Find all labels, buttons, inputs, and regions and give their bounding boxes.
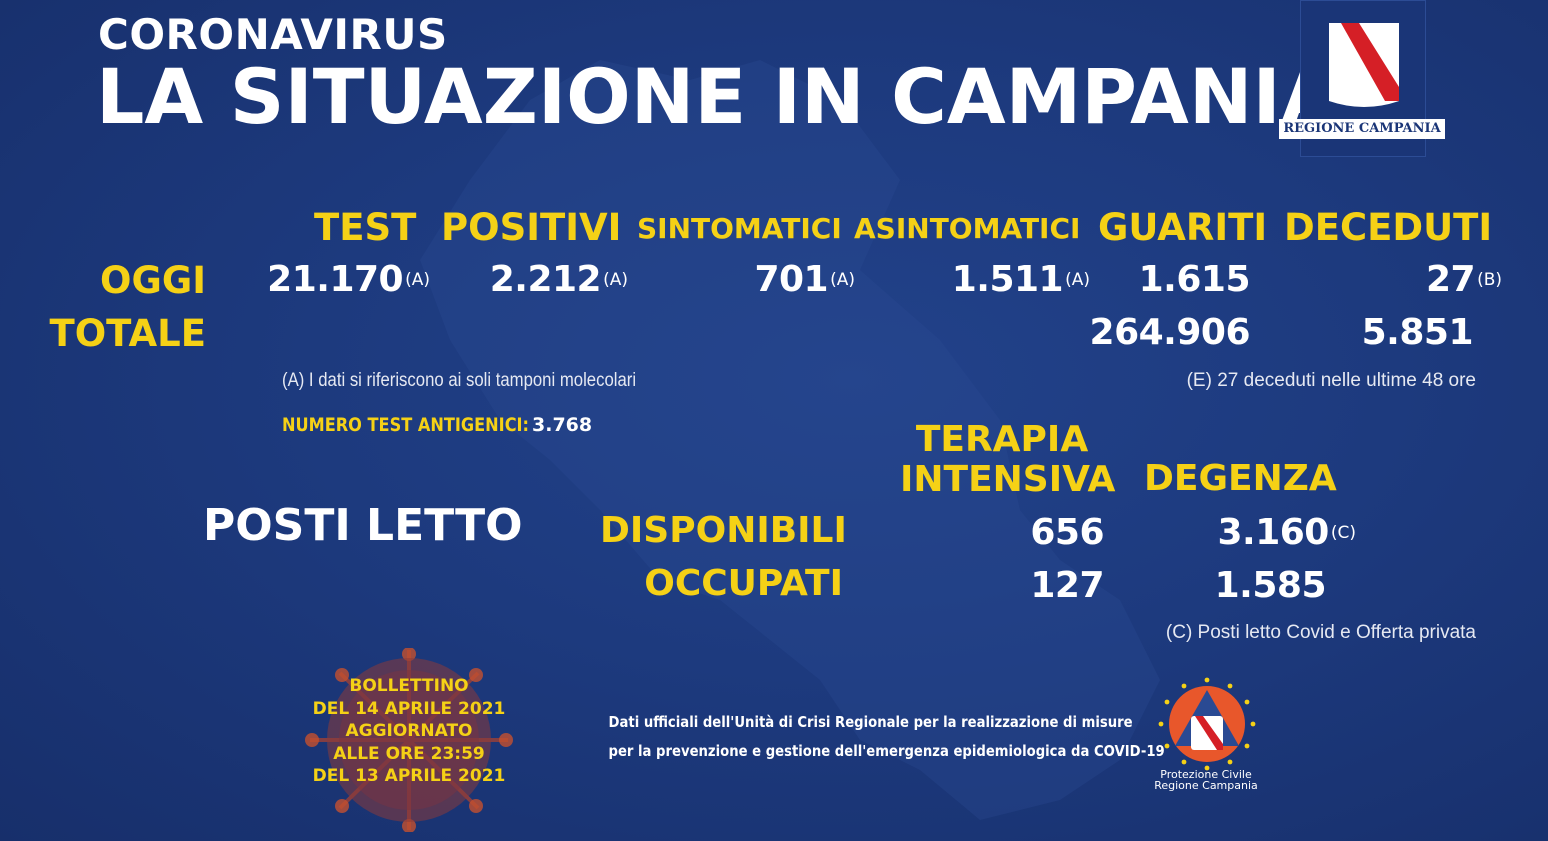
- protezione-civile-line1: Protezione Civile: [1160, 768, 1252, 781]
- ti-occupati-value: 127: [1030, 565, 1104, 606]
- regione-campania-logo: REGIONE CAMPANIA: [1279, 0, 1445, 157]
- bulletin-line4: ALLE ORE 23:59: [333, 743, 485, 764]
- col-header-sintomatici: SINTOMATICI: [637, 212, 842, 245]
- beds-row-disponibili: DISPONIBILI: [600, 510, 847, 551]
- header-kicker: CORONAVIRUS: [98, 10, 448, 59]
- page-title: LA SITUAZIONE IN CAMPANIA: [96, 52, 1340, 141]
- coronavirus-icon: [305, 648, 513, 832]
- oggi-test-note: (A): [405, 269, 430, 290]
- antigen-line: NUMERO TEST ANTIGENICI: 3.768: [282, 414, 592, 436]
- col-header-positivi: POSITIVI: [441, 206, 622, 249]
- beds-col-ti-line1: TERAPIA: [915, 419, 1089, 460]
- protezione-civile-logo-icon: [1158, 677, 1256, 771]
- degenza-disponibili-value: 3.160: [1217, 512, 1329, 553]
- col-header-deceduti: DECEDUTI: [1284, 206, 1493, 249]
- antigen-value: 3.768: [532, 414, 593, 436]
- oggi-sintomatici-note: (A): [830, 269, 855, 290]
- bulletin-text: BOLLETTINO DEL 14 APRILE 2021 AGGIORNATO…: [300, 675, 518, 788]
- oggi-sintomatici-value: 701: [754, 259, 829, 300]
- oggi-asintomatici-value: 1.511: [951, 259, 1064, 300]
- protezione-civile-line2: Regione Campania: [1154, 779, 1258, 792]
- bulletin-line5: DEL 13 APRILE 2021: [312, 766, 506, 786]
- beds-col-degenza: DEGENZA: [1144, 458, 1337, 499]
- oggi-positivi-cell: 2.212 (A): [450, 259, 628, 300]
- oggi-test-value: 21.170: [267, 259, 404, 300]
- oggi-sintomatici-cell: 701 (A): [680, 259, 855, 300]
- oggi-deceduti-note: (B): [1477, 269, 1502, 290]
- footer-text: Dati ufficiali dell'Unità di Crisi Regio…: [540, 708, 1165, 766]
- row-label-oggi: OGGI: [100, 259, 206, 302]
- protezione-civile-label: Protezione Civile Regione Campania: [1140, 769, 1272, 791]
- oggi-test-cell: 21.170 (A): [250, 259, 430, 300]
- note-e: (E) 27 deceduti nelle ultime 48 ore: [1186, 370, 1476, 391]
- degenza-occupati-value: 1.585: [1214, 565, 1327, 606]
- ti-disponibili-value: 656: [1030, 512, 1104, 553]
- oggi-asintomatici-note: (A): [1065, 269, 1090, 290]
- oggi-deceduti-cell: 27 (B): [1330, 259, 1502, 300]
- bulletin-line1: BOLLETTINO: [349, 676, 469, 696]
- oggi-asintomatici-cell: 1.511 (A): [900, 259, 1090, 300]
- footer-line2: per la prevenzione e gestione dell'emerg…: [608, 742, 1165, 760]
- bulletin-line2: DEL 14 APRILE 2021: [312, 698, 506, 719]
- degenza-disponibili-note: (C): [1330, 522, 1356, 543]
- oggi-deceduti-value: 27: [1425, 259, 1476, 300]
- footer-line1: Dati ufficiali dell'Unità di Crisi Regio…: [608, 713, 1133, 731]
- bulletin-line3: AGGIORNATO: [345, 721, 473, 741]
- row-label-totale: TOTALE: [49, 312, 206, 355]
- beds-row-occupati: OCCUPATI: [644, 563, 843, 604]
- antigen-label: NUMERO TEST ANTIGENICI:: [282, 414, 530, 436]
- campania-map-silhouette: [420, 60, 1160, 820]
- beds-title: POSTI LETTO: [203, 500, 523, 551]
- col-header-test: TEST: [314, 206, 417, 249]
- totale-guariti-value: 264.906: [1089, 312, 1251, 353]
- regione-campania-label: REGIONE CAMPANIA: [1279, 119, 1445, 139]
- note-a: (A) I dati si riferiscono ai soli tampon…: [282, 370, 637, 391]
- oggi-guariti-value: 1.615: [1138, 259, 1251, 300]
- col-header-asintomatici: ASINTOMATICI: [854, 212, 1081, 245]
- oggi-positivi-note: (A): [603, 269, 628, 290]
- oggi-positivi-value: 2.212: [489, 259, 602, 300]
- regione-campania-coat-of-arms-icon: [1329, 23, 1399, 107]
- totale-deceduti-value: 5.851: [1361, 312, 1474, 353]
- beds-col-ti-line2: INTENSIVA: [900, 459, 1116, 500]
- degenza-disponibili-cell: 3.160 (C): [1160, 512, 1356, 553]
- note-c: (C) Posti letto Covid e Offerta privata: [1165, 622, 1476, 643]
- beds-col-terapia-intensiva: TERAPIA INTENSIVA: [900, 419, 1116, 500]
- col-header-guariti: GUARITI: [1098, 206, 1268, 249]
